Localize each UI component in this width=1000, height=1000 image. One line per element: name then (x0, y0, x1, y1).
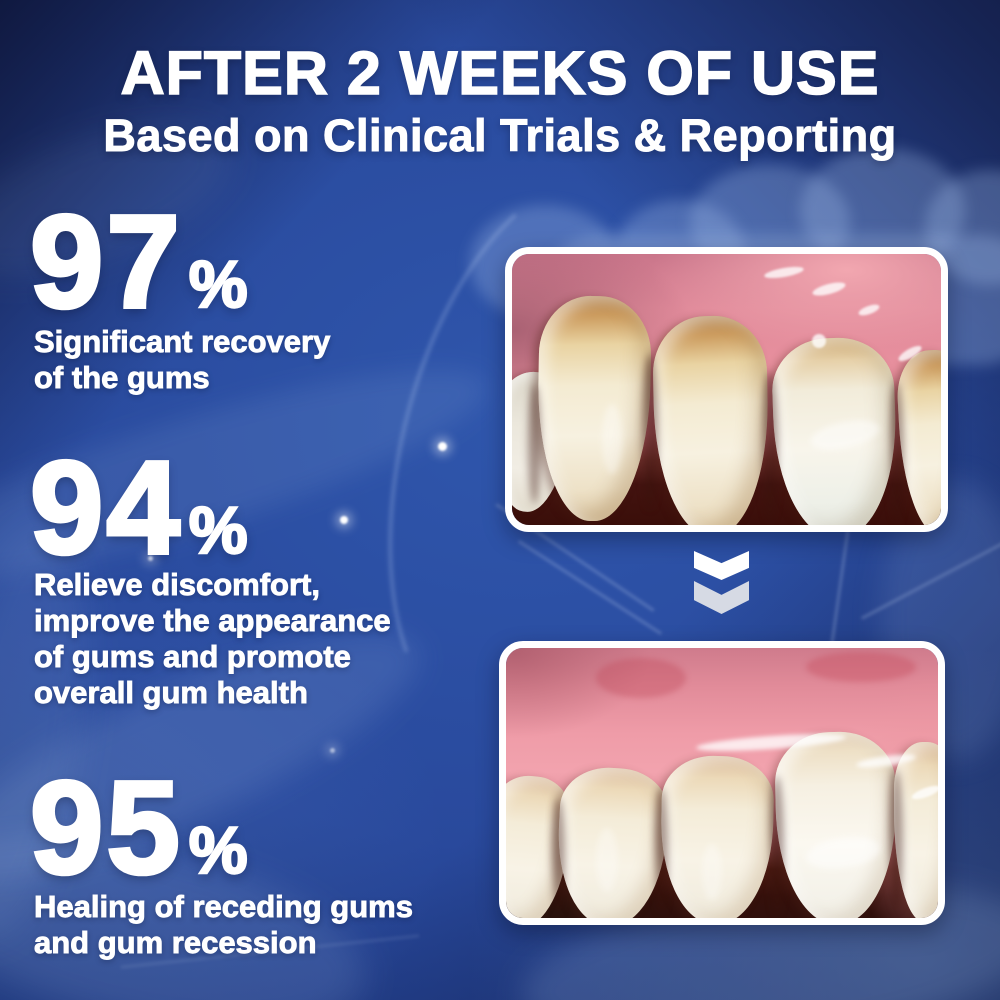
stat-label-line: Relieve discomfort, (34, 567, 321, 603)
sparkle (438, 442, 447, 451)
stat-value-97: 97% (28, 194, 249, 330)
stat-value-95: 95% (28, 760, 249, 896)
gum-vessel (806, 652, 916, 682)
tooth-gap-shadow (528, 384, 541, 504)
gums-before-photo (505, 247, 948, 532)
gloss-highlight (702, 844, 722, 900)
sparkle (330, 748, 335, 753)
stat-label-line: overall gum health (34, 675, 309, 711)
sparkle (340, 516, 348, 524)
gum-shine (812, 334, 826, 348)
subheadline: Based on Clinical Trials & Reporting (103, 110, 897, 161)
stat-label-line: of the gums (34, 360, 211, 396)
gloss-highlight (602, 404, 622, 474)
headline: AFTER 2 WEEKS OF USE (120, 39, 880, 107)
stat-label-line: Healing of receding gums (34, 889, 414, 925)
stat-label-line: and gum recession (34, 925, 317, 961)
gloss-highlight (596, 828, 618, 892)
stat-label-line: of gums and promote (34, 639, 352, 675)
tooth-gap-shadow (762, 372, 778, 522)
tooth-gap-shadow (890, 770, 903, 910)
stat-percent-sign: % (188, 813, 249, 887)
tooth-gap-shadow (655, 788, 668, 913)
tooth-gap-shadow (642, 354, 658, 509)
sparkle (148, 556, 153, 561)
stat-label-line: improve the appearance (34, 603, 392, 639)
stat-value-94: 94% (28, 440, 249, 576)
tooth-gap-shadow (770, 776, 784, 916)
stat-label-94: Relieve discomfort, improve the appearan… (34, 567, 392, 711)
stat-number: 97 (28, 188, 183, 335)
stat-label-97: Significant recovery of the gums (34, 324, 331, 396)
stat-number: 95 (28, 754, 183, 901)
stat-label-95: Healing of receding gums and gum recessi… (34, 889, 414, 961)
gum-vessel (596, 658, 686, 698)
stat-number: 94 (28, 434, 183, 581)
stat-percent-sign: % (188, 247, 249, 321)
stat-label-line: Significant recovery (34, 324, 331, 360)
tooth-gap-shadow (552, 798, 565, 913)
tooth-gap-shadow (890, 382, 904, 522)
stat-percent-sign: % (188, 493, 249, 567)
gums-after-photo (499, 641, 945, 925)
